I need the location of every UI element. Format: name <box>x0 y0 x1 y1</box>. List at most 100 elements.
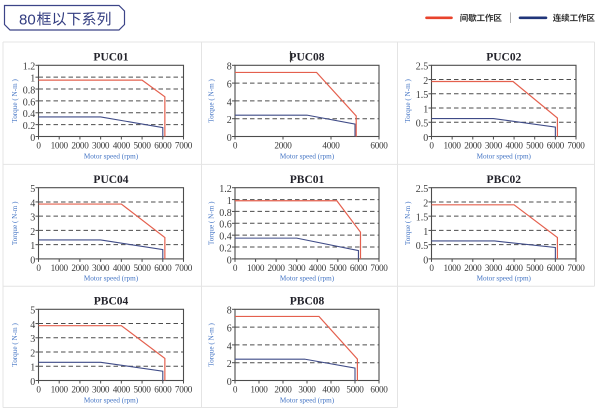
svg-text:PUC02: PUC02 <box>486 52 521 64</box>
svg-text:0.4: 0.4 <box>219 232 232 243</box>
svg-text:2: 2 <box>423 198 428 209</box>
svg-text:1.2: 1.2 <box>219 184 232 195</box>
svg-text:Torque ( N-m ): Torque ( N-m ) <box>208 322 216 366</box>
svg-text:1.5: 1.5 <box>416 213 429 224</box>
svg-text:5000: 5000 <box>133 263 151 273</box>
svg-text:80: 80 <box>19 11 36 28</box>
svg-text:4: 4 <box>227 341 232 352</box>
svg-text:8: 8 <box>227 62 232 73</box>
svg-text:1.5: 1.5 <box>416 90 429 101</box>
svg-text:7000: 7000 <box>175 141 193 151</box>
svg-text:Motor speed (rpm): Motor speed (rpm) <box>477 275 532 283</box>
svg-text:4: 4 <box>227 97 232 108</box>
svg-text:2000: 2000 <box>274 385 292 395</box>
svg-text:PUC08: PUC08 <box>289 52 324 64</box>
svg-text:0.6: 0.6 <box>23 97 36 108</box>
svg-text:1: 1 <box>30 363 35 374</box>
svg-text:6000: 6000 <box>370 385 388 395</box>
svg-text:3000: 3000 <box>485 141 503 151</box>
svg-text:2000: 2000 <box>464 263 482 273</box>
svg-text:0: 0 <box>30 133 35 144</box>
svg-text:4000: 4000 <box>505 263 523 273</box>
svg-text:1: 1 <box>423 227 428 238</box>
svg-text:5000: 5000 <box>133 385 151 395</box>
svg-text:7000: 7000 <box>175 385 193 395</box>
svg-text:Motor speed (rpm): Motor speed (rpm) <box>84 396 139 404</box>
svg-text:3000: 3000 <box>485 263 503 273</box>
svg-text:1: 1 <box>30 241 35 252</box>
svg-text:6: 6 <box>227 324 232 335</box>
svg-text:7000: 7000 <box>370 263 388 273</box>
svg-text:0: 0 <box>423 133 428 144</box>
svg-text:PBC01: PBC01 <box>290 174 325 186</box>
svg-text:0: 0 <box>36 141 41 151</box>
svg-text:2.5: 2.5 <box>416 62 429 73</box>
svg-text:4000: 4000 <box>113 263 131 273</box>
svg-text:6000: 6000 <box>547 263 565 273</box>
svg-text:1: 1 <box>30 74 35 85</box>
svg-text:Torque ( N-m ): Torque ( N-m ) <box>11 201 19 245</box>
svg-text:1000: 1000 <box>51 141 69 151</box>
svg-text:6000: 6000 <box>154 263 172 273</box>
svg-text:7000: 7000 <box>175 263 193 273</box>
svg-text:4000: 4000 <box>505 141 523 151</box>
svg-text:1000: 1000 <box>250 385 268 395</box>
svg-text:0.5: 0.5 <box>416 241 429 252</box>
svg-text:0: 0 <box>30 255 35 266</box>
svg-text:1000: 1000 <box>247 263 265 273</box>
svg-text:5: 5 <box>30 306 35 317</box>
svg-text:2000: 2000 <box>71 141 89 151</box>
svg-text:3: 3 <box>30 334 35 345</box>
svg-text:0.4: 0.4 <box>23 109 36 120</box>
svg-text:PBC04: PBC04 <box>94 296 129 308</box>
svg-text:Motor speed (rpm): Motor speed (rpm) <box>477 152 532 160</box>
svg-text:3000: 3000 <box>92 141 110 151</box>
svg-text:0.2: 0.2 <box>23 121 36 132</box>
svg-text:0: 0 <box>227 377 232 388</box>
svg-text:2000: 2000 <box>464 141 482 151</box>
svg-text:0.8: 0.8 <box>219 208 232 219</box>
svg-text:2: 2 <box>227 359 232 370</box>
svg-text:2000: 2000 <box>268 263 286 273</box>
svg-text:Torque ( N-m ): Torque ( N-m ) <box>208 201 216 245</box>
svg-text:Torque ( N-m ): Torque ( N-m ) <box>404 201 412 245</box>
svg-text:Motor speed (rpm): Motor speed (rpm) <box>280 275 335 283</box>
svg-text:6000: 6000 <box>154 141 172 151</box>
svg-text:7000: 7000 <box>567 141 585 151</box>
svg-text:0: 0 <box>233 263 238 273</box>
svg-text:Torque ( N-m ): Torque ( N-m ) <box>11 78 19 122</box>
svg-text:4: 4 <box>30 320 35 331</box>
svg-text:0: 0 <box>30 377 35 388</box>
svg-text:PBC08: PBC08 <box>290 296 325 308</box>
svg-text:0.6: 0.6 <box>219 220 232 231</box>
svg-text:1000: 1000 <box>51 385 69 395</box>
svg-text:Torque ( N-m ): Torque ( N-m ) <box>208 78 216 122</box>
svg-text:Motor speed (rpm): Motor speed (rpm) <box>84 152 139 160</box>
svg-text:4: 4 <box>30 198 35 209</box>
svg-text:Torque ( N-m ): Torque ( N-m ) <box>11 322 19 366</box>
svg-text:PUC01: PUC01 <box>93 52 128 64</box>
svg-text:PBC02: PBC02 <box>487 174 522 186</box>
svg-text:4000: 4000 <box>322 141 340 151</box>
svg-text:5000: 5000 <box>346 385 364 395</box>
svg-text:2: 2 <box>30 227 35 238</box>
svg-text:1000: 1000 <box>444 263 462 273</box>
svg-text:2000: 2000 <box>71 385 89 395</box>
svg-text:0: 0 <box>36 385 41 395</box>
svg-text:4000: 4000 <box>113 141 131 151</box>
svg-text:0: 0 <box>429 141 434 151</box>
svg-text:0.8: 0.8 <box>23 85 36 96</box>
svg-text:2: 2 <box>30 348 35 359</box>
svg-text:6000: 6000 <box>547 141 565 151</box>
svg-text:2000: 2000 <box>71 263 89 273</box>
svg-text:1: 1 <box>423 104 428 115</box>
svg-text:4000: 4000 <box>113 385 131 395</box>
svg-text:Motor speed (rpm): Motor speed (rpm) <box>280 152 335 160</box>
svg-text:3000: 3000 <box>298 385 316 395</box>
svg-text:1: 1 <box>227 196 232 207</box>
svg-text:0: 0 <box>233 385 238 395</box>
svg-text:1000: 1000 <box>51 263 69 273</box>
svg-text:8: 8 <box>227 306 232 317</box>
svg-text:0: 0 <box>36 263 41 273</box>
svg-text:0: 0 <box>233 141 238 151</box>
